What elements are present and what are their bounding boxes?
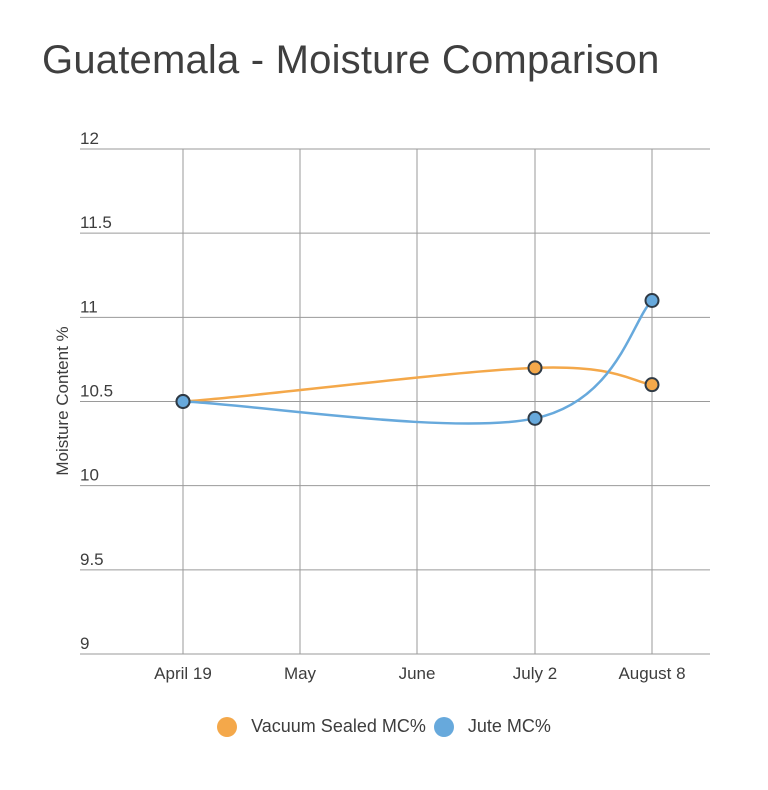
series-line-0: [182, 366, 653, 403]
data-point: [527, 360, 543, 376]
legend: Vacuum Sealed MC% Jute MC%: [0, 716, 768, 737]
series-markers: [175, 293, 660, 426]
y-tick-label: 12: [80, 129, 99, 148]
y-tick-label: 11.5: [80, 213, 112, 232]
y-tick-label: 10.5: [80, 382, 113, 401]
y-tick-label: 10: [80, 466, 99, 485]
legend-swatch-vacuum: [217, 716, 238, 737]
legend-label-vacuum: Vacuum Sealed MC%: [251, 716, 426, 736]
y-tick-labels: 12 11.5 11 10.5 10 9.5 9: [80, 129, 113, 653]
y-axis-label: Moisture Content %: [53, 326, 72, 475]
x-tick-label: July 2: [513, 664, 557, 683]
x-tick-label: June: [399, 664, 436, 683]
chart-title: Guatemala - Moisture Comparison: [42, 38, 660, 82]
data-point: [644, 293, 660, 308]
legend-swatch-jute: [433, 716, 454, 737]
y-tick-label: 11: [80, 297, 98, 316]
data-point: [644, 377, 660, 393]
legend-label-jute: Jute MC%: [467, 716, 551, 736]
x-tick-labels: April 19 May June July 2 August 8: [154, 664, 685, 683]
x-tick-label: August 8: [618, 664, 685, 683]
x-tick-label: April 19: [154, 664, 212, 683]
data-point: [527, 410, 543, 426]
series-line-1: [182, 299, 653, 425]
grid: [80, 148, 710, 655]
y-tick-label: 9.5: [80, 550, 104, 569]
data-point: [175, 394, 191, 409]
x-tick-label: May: [284, 664, 317, 683]
y-tick-label: 9: [80, 634, 89, 653]
series-lines: [182, 299, 653, 425]
legend-item-jute: Jute MC%: [433, 716, 551, 737]
legend-item-vacuum: Vacuum Sealed MC%: [217, 716, 426, 737]
